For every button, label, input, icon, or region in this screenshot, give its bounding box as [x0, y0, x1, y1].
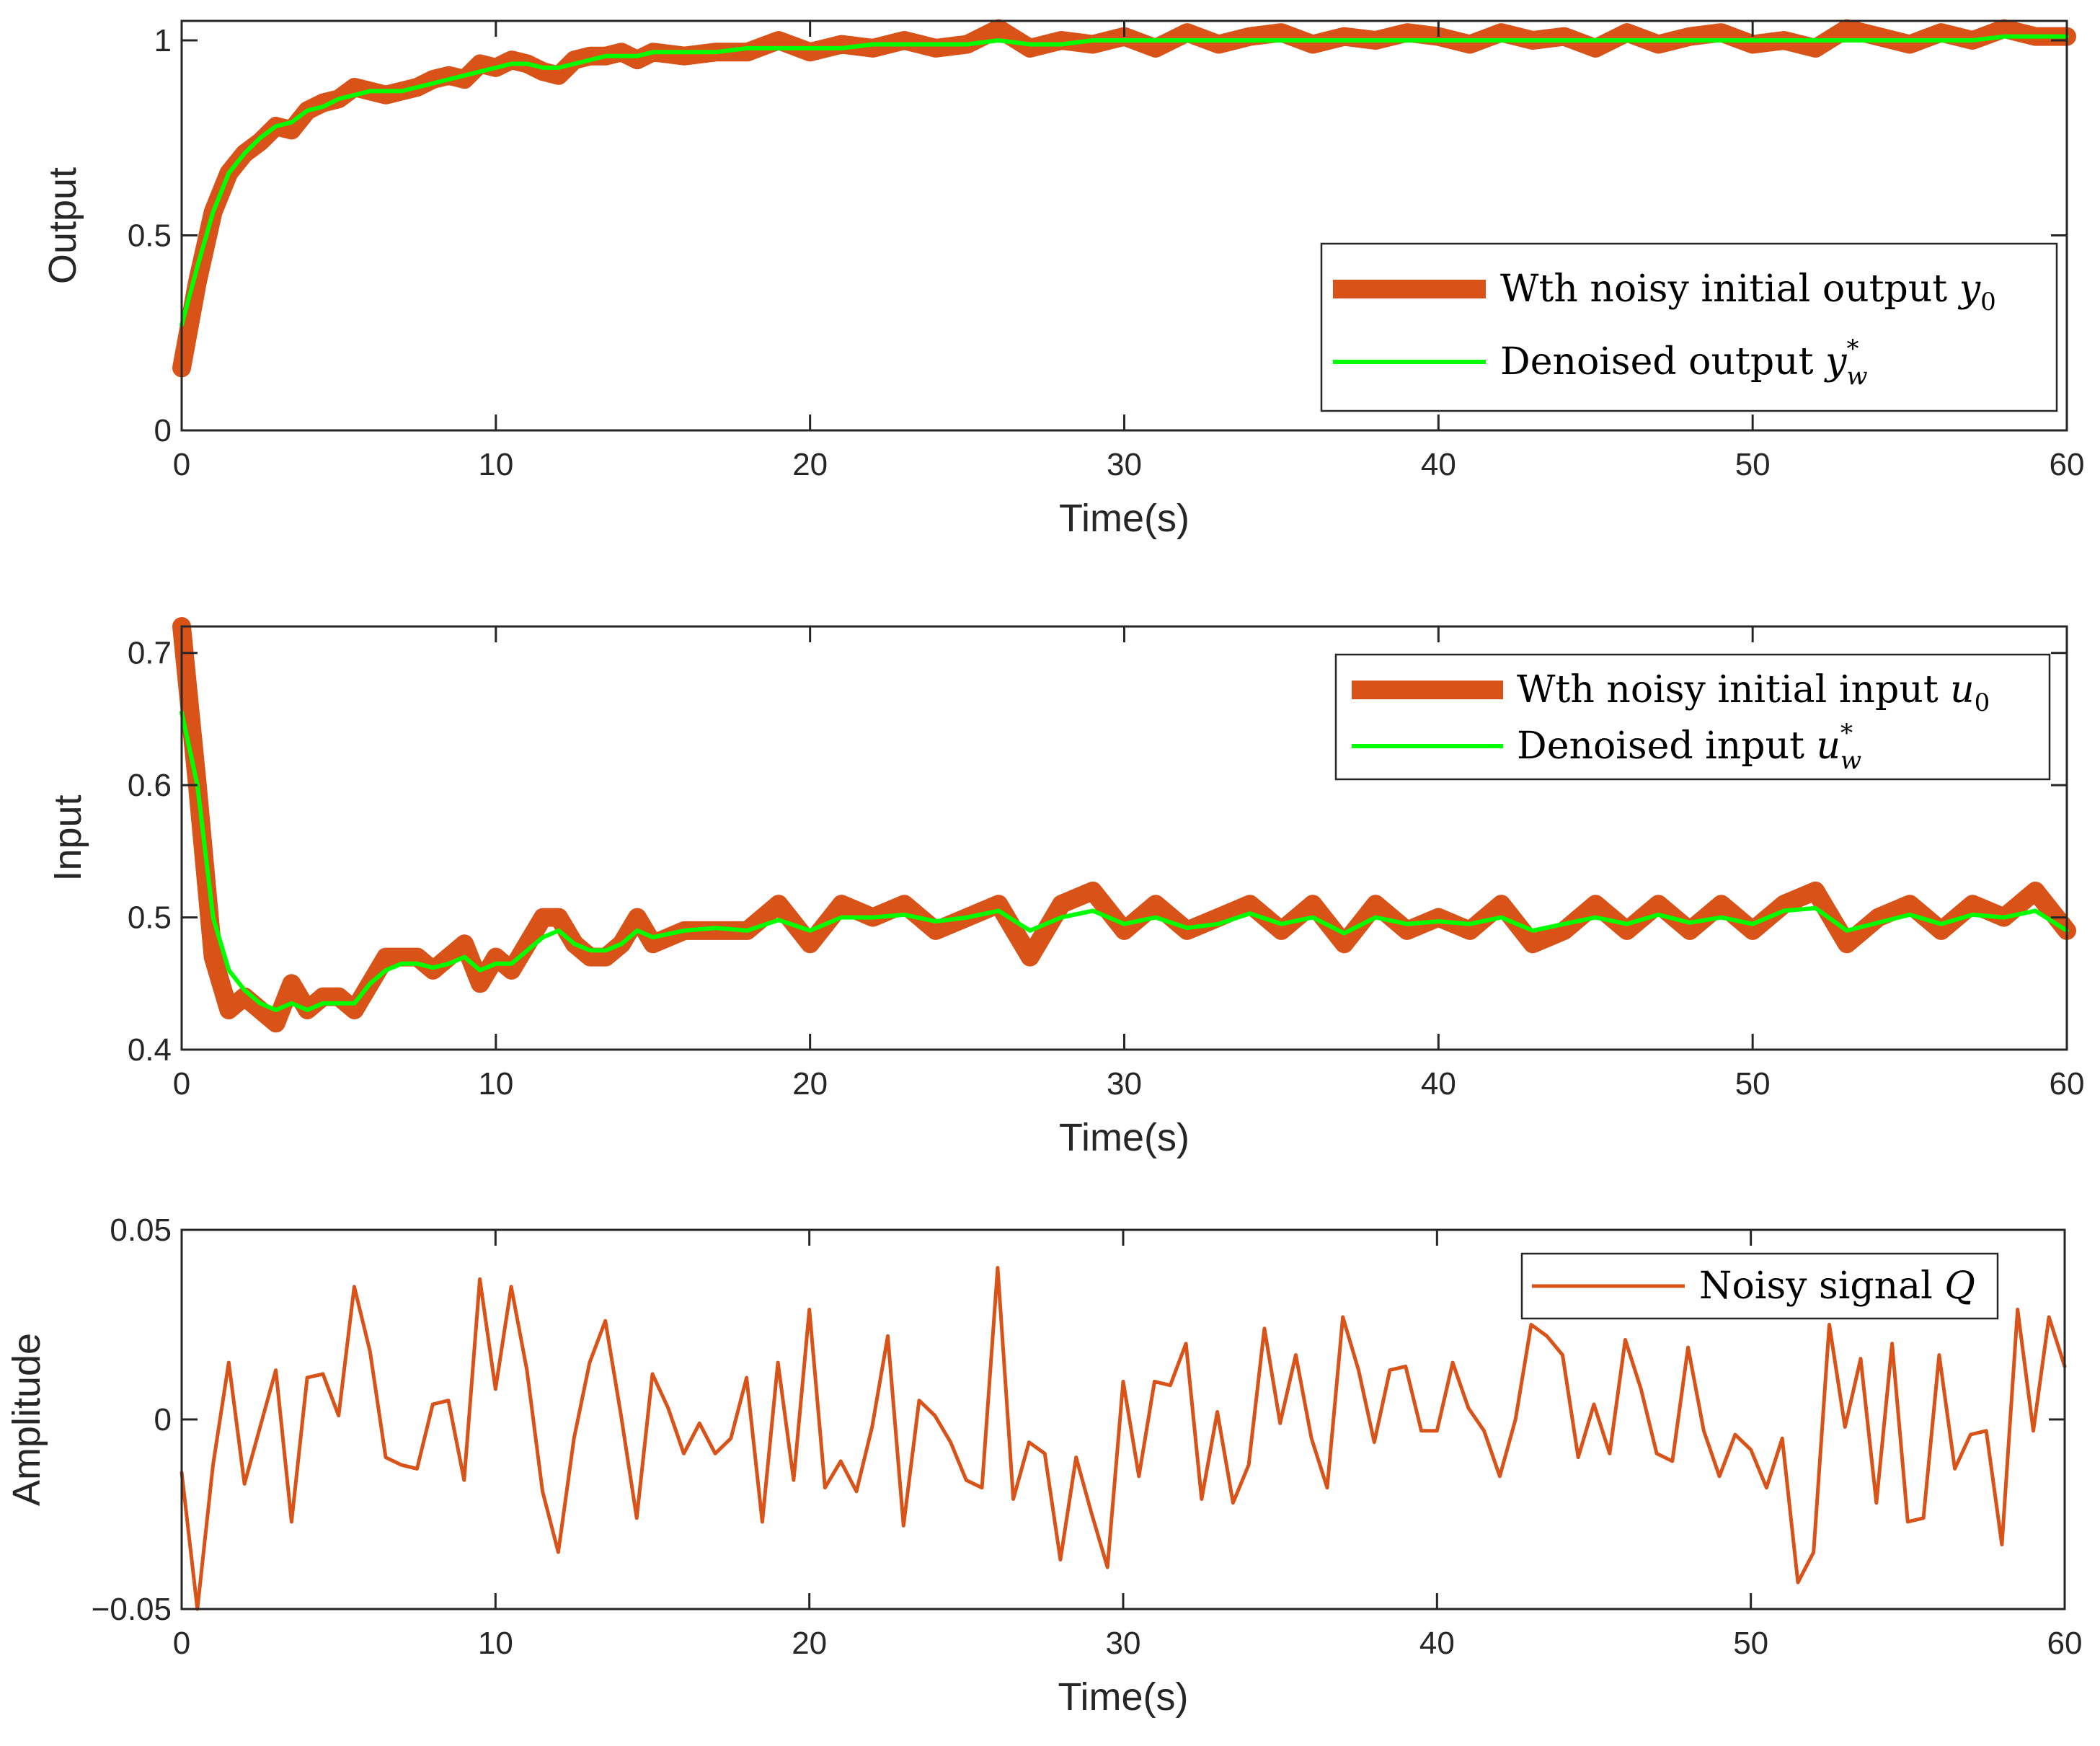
x-tick-label: 0	[173, 1066, 190, 1102]
legend-variable: Q	[1944, 1264, 1975, 1308]
x-tick-label: 20	[792, 447, 828, 482]
x-tick-label: 30	[1106, 1626, 1141, 1661]
x-tick-label: 10	[478, 1066, 513, 1102]
legend-label: Denoised input	[1517, 724, 1817, 768]
legend-subscript: 0	[1975, 688, 1990, 717]
x-axis-label: Time(s)	[1059, 497, 1189, 540]
legend-variable: u	[1950, 668, 1975, 712]
x-tick-label: 60	[2050, 1066, 2085, 1102]
legend-entry-1: Noisy signal Q	[1699, 1264, 1975, 1308]
legend-entry-1: Wth noisy initial input u0	[1517, 668, 1990, 717]
x-tick-label: 50	[1735, 447, 1771, 482]
x-tick-label: 60	[2050, 447, 2085, 482]
x-tick-label: 50	[1733, 1626, 1768, 1661]
x-axis-label: Time(s)	[1059, 1116, 1189, 1159]
legend-entry-2: Denoised output y* w	[1500, 334, 1868, 391]
legend-variable: y	[1824, 340, 1847, 384]
x-tick-label: 40	[1419, 1626, 1455, 1661]
legend-variable: u	[1817, 724, 1841, 768]
legend-subscript: w	[1840, 746, 1861, 775]
x-tick-label: 40	[1421, 1066, 1456, 1102]
y-tick-label: −0.05	[92, 1592, 172, 1627]
legend-subscript: w	[1846, 362, 1867, 391]
legend-label: Wth noisy initial output	[1500, 267, 1959, 311]
y-tick-label: 0.4	[128, 1032, 172, 1068]
x-tick-label: 60	[2047, 1626, 2083, 1661]
x-tick-label: 0	[173, 447, 190, 482]
x-tick-label: 20	[792, 1626, 827, 1661]
series-line-1	[180, 1266, 2067, 1611]
y-tick-label: 0	[154, 1402, 172, 1437]
legend-label: Wth noisy initial input	[1517, 668, 1950, 712]
legend-entry-2: Denoised input u* w	[1517, 719, 1861, 775]
series-line-2	[180, 710, 2069, 1012]
legend: Noisy signal Q	[1520, 1252, 1999, 1320]
chart-panel-2: 0 10 20 30 40 50 60 0.4 0.5 0.6 0.7 Time(s) Input Wth…	[46, 617, 2085, 1159]
chart-panel-1: 0 10 20 30 40 50 60 0 0.5 1 Time(s) Output Wth noisy…	[41, 19, 2085, 540]
x-tick-label: 20	[792, 1066, 828, 1102]
legend-subscript: 0	[1980, 288, 1996, 316]
x-tick-label: 30	[1107, 447, 1142, 482]
x-tick-label: 40	[1421, 447, 1456, 482]
legend-label: Noisy signal	[1699, 1264, 1944, 1308]
legend-label: Denoised output	[1500, 340, 1825, 384]
series-line-2	[180, 34, 2069, 327]
legend-superscript: *	[1840, 719, 1853, 748]
y-axis-label: Input	[46, 794, 89, 881]
x-axis-label: Time(s)	[1058, 1675, 1189, 1719]
y-tick-label: 0.5	[128, 900, 172, 936]
x-tick-label: 30	[1107, 1066, 1142, 1102]
legend-superscript: *	[1846, 334, 1858, 363]
legend-entry-1: Wth noisy initial output y0	[1500, 267, 1996, 316]
y-tick-label: 0.6	[128, 768, 172, 803]
x-tick-label: 10	[478, 447, 513, 482]
x-tick-label: 0	[173, 1626, 190, 1661]
y-tick-label: 1	[154, 23, 172, 58]
y-tick-label: 0.7	[128, 636, 172, 671]
y-tick-label: 0.5	[128, 218, 172, 254]
y-tick-label: 0.05	[110, 1213, 172, 1248]
y-axis-label: Amplitude	[5, 1333, 48, 1506]
y-tick-label: 0	[154, 413, 172, 448]
x-tick-label: 10	[478, 1626, 513, 1661]
x-tick-label: 50	[1735, 1066, 1771, 1102]
legend-box	[1320, 242, 2058, 412]
y-axis-label: Output	[41, 167, 84, 284]
legend-box	[1334, 653, 2051, 781]
legend-variable: y	[1958, 267, 1981, 311]
chart-panel-3: 0 10 20 30 40 50 60−0.0500.05Time(s)AmplitudeN…	[5, 1213, 2082, 1719]
